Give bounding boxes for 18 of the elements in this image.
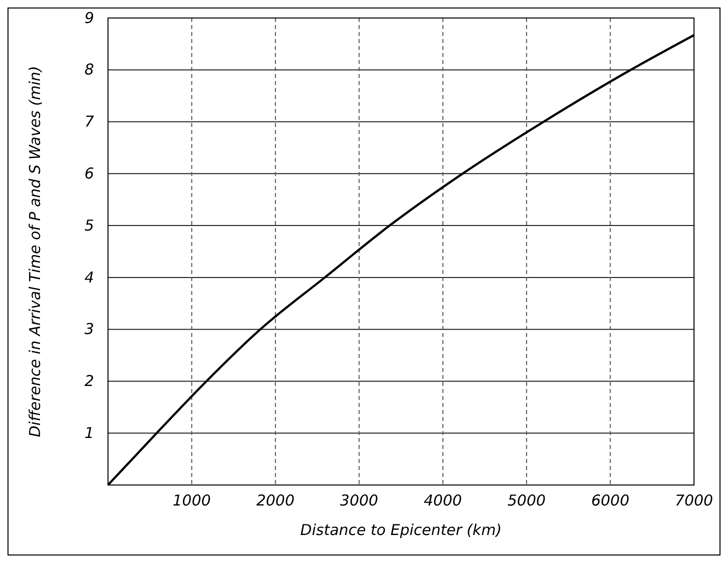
x-tick-label: 1000	[172, 492, 211, 510]
y-tick-label: 6	[84, 164, 94, 182]
x-tick-label: 3000	[340, 492, 378, 510]
x-tick-label: 6000	[591, 492, 630, 510]
x-tick-label: 2000	[256, 492, 295, 510]
x-tick-label: 7000	[674, 492, 714, 510]
y-tick-label: 9	[84, 8, 94, 27]
x-axis-title: Distance to Epicenter (km)	[300, 521, 502, 539]
y-tick-label: 8	[84, 60, 94, 79]
y-axis-title: Difference in Arrival Time of P and S Waves (min)	[26, 66, 44, 438]
y-tick-label: 7	[84, 112, 94, 131]
y-tick-label: 4	[84, 268, 94, 286]
x-tick-label: 4000	[424, 492, 462, 510]
y-tick-label: 2	[84, 372, 94, 390]
x-tick-label: 5000	[507, 492, 546, 510]
y-tick-label: 3	[84, 320, 94, 338]
y-tick-label: 1	[84, 424, 94, 442]
y-tick-label: 5	[84, 216, 94, 234]
